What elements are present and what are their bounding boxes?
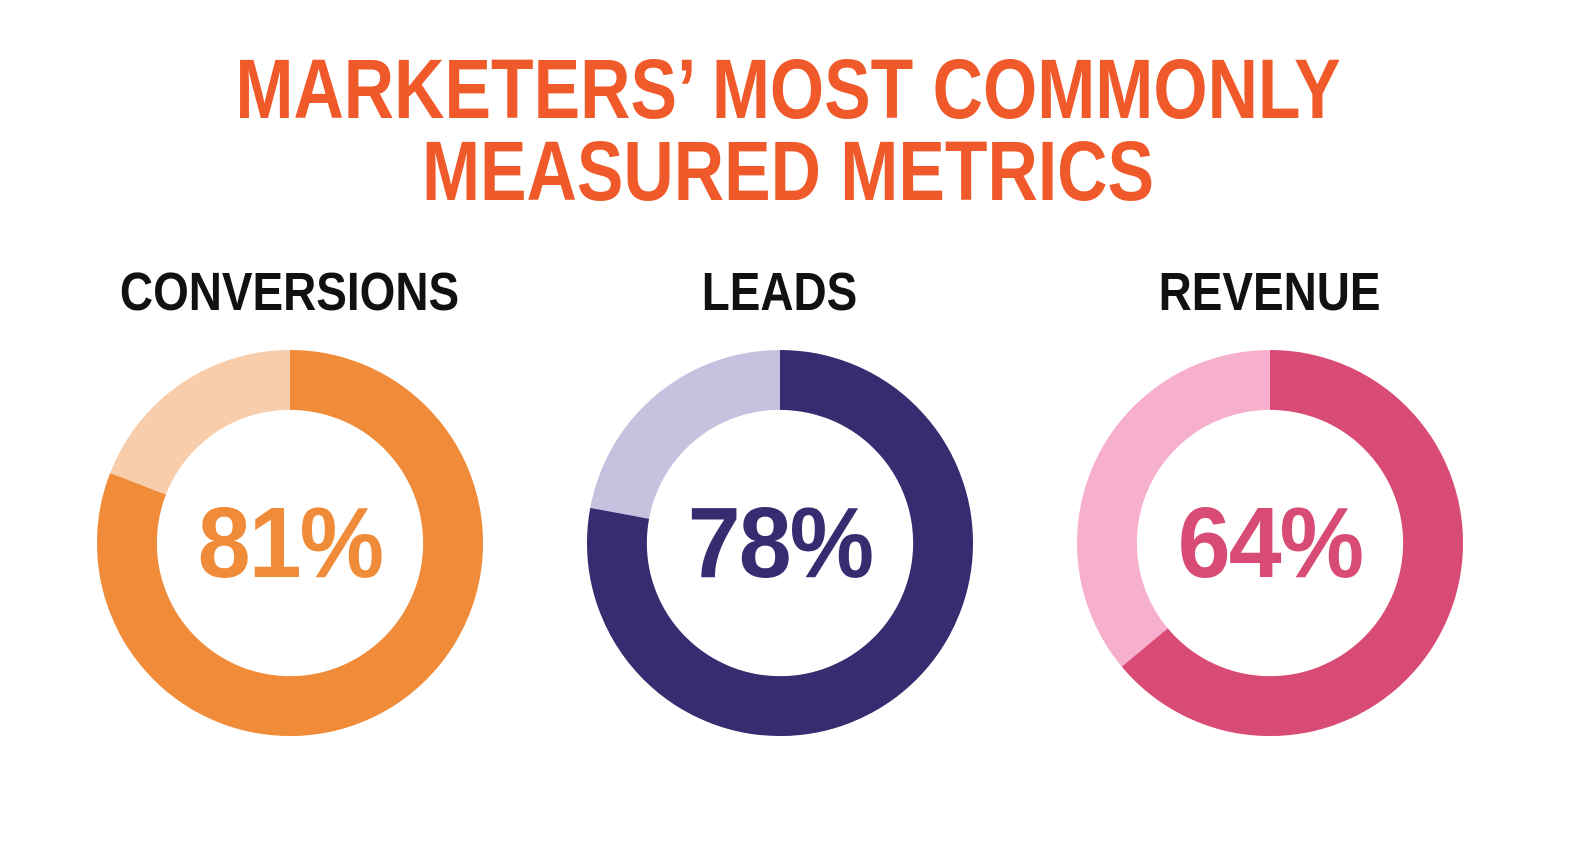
- donut-value-label: 78%: [687, 486, 874, 599]
- title-line-1: MARKETERS’ MOST COMMONLY: [235, 42, 1341, 136]
- donut-chart-conversions: 81%: [97, 350, 483, 736]
- donut-arc: [97, 350, 483, 736]
- donut-arc: [1077, 350, 1463, 736]
- donut-ring-svg: [97, 350, 483, 736]
- donut-chart-revenue: 64%: [1077, 350, 1463, 736]
- infographic: MARKETERS’ MOST COMMONLY MEASURED METRIC…: [0, 42, 1576, 860]
- title-line-2: MEASURED METRICS: [421, 124, 1155, 218]
- metric-card-leads: LEADS 78%: [535, 264, 1025, 736]
- donut-ring-svg: [587, 350, 973, 736]
- donut-chart-leads: 78%: [587, 350, 973, 736]
- donut-value-label: 81%: [197, 486, 384, 599]
- metric-label-text: CONVERSIONS: [120, 262, 460, 322]
- infographic-title: MARKETERS’ MOST COMMONLY MEASURED METRIC…: [12, 42, 1564, 218]
- donut-ring-svg: [1077, 350, 1463, 736]
- donut-value-label: 64%: [1177, 486, 1364, 599]
- metric-card-revenue: REVENUE 64%: [1025, 264, 1515, 736]
- metric-card-conversions: CONVERSIONS 81%: [45, 264, 535, 736]
- donut-arc: [587, 350, 973, 736]
- charts-row: CONVERSIONS 81% LEADS 78% REVENUE: [45, 264, 1576, 736]
- metric-label-leads: LEADS: [688, 264, 871, 320]
- metric-label-text: LEADS: [702, 262, 858, 322]
- metric-label-text: REVENUE: [1159, 262, 1381, 322]
- metric-label-revenue: REVENUE: [1139, 264, 1400, 320]
- metric-label-conversions: CONVERSIONS: [90, 264, 489, 320]
